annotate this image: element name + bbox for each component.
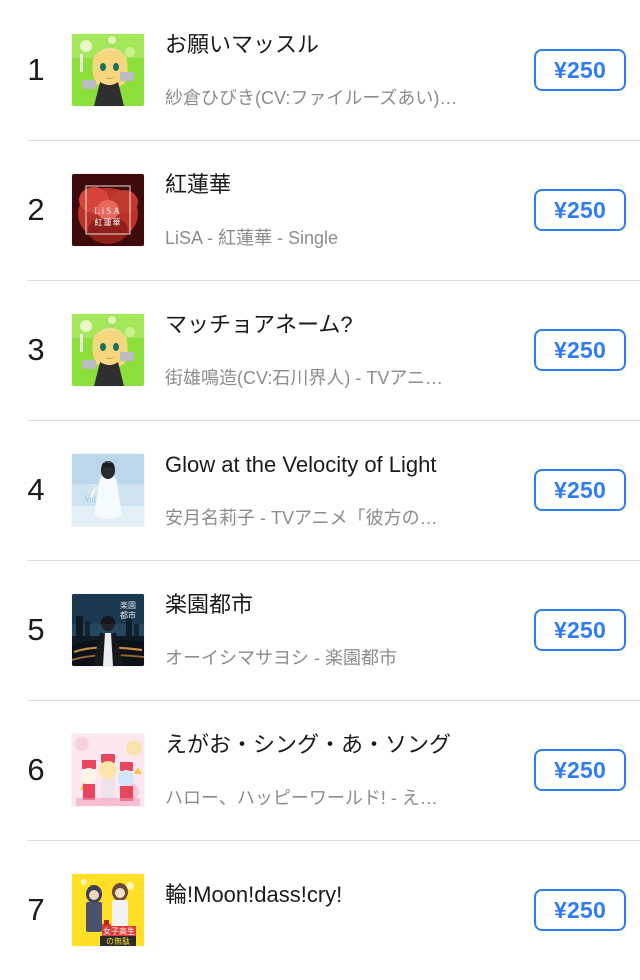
price-cell: ¥250 (520, 889, 640, 931)
track-subtitle: 安月名莉子 - TVアニメ「彼方の… (165, 507, 438, 528)
track-meta: 紅蓮華 LiSA - 紅蓮華 - Single (144, 172, 520, 249)
price-cell: ¥250 (520, 749, 640, 791)
artwork-egao-sing-a-song[interactable] (72, 734, 144, 806)
track-meta: お願いマッスル 紗倉ひびき(CV:ファイルーズあい)… (144, 32, 520, 109)
track-meta: 輪!Moon!dass!cry! (144, 882, 520, 938)
buy-price-button[interactable]: ¥250 (534, 469, 626, 511)
rank-number: 6 (27, 751, 45, 787)
svg-text:Vel: Vel (84, 494, 96, 504)
track-meta: えがお・シング・あ・ソング ハロー、ハッピーワールド! - え… (144, 732, 520, 809)
svg-text:都市: 都市 (120, 610, 136, 620)
chart-row[interactable]: 4 GLOW Vel Glow at the Velocity of Light… (0, 420, 640, 560)
svg-text:紅蓮華: 紅蓮華 (95, 217, 122, 227)
buy-price-button[interactable]: ¥250 (534, 49, 626, 91)
rank-number: 5 (27, 611, 45, 647)
rank-number: 7 (27, 891, 45, 927)
chart-row[interactable]: 2 LiSA 紅蓮華 紅蓮華 LiSA - 紅蓮華 - Single ¥250 (0, 140, 640, 280)
track-subtitle: オーイシマサヨシ - 楽園都市 (165, 647, 397, 668)
chart-row[interactable]: 5 楽園 都市 楽園都市 オーイシ (0, 560, 640, 700)
svg-text:LiSA: LiSA (94, 206, 122, 216)
rank-number: 3 (27, 331, 45, 367)
track-meta: マッチョアネーム? 街雄鳴造(CV:石川界人) - TVアニ… (144, 312, 520, 389)
price-cell: ¥250 (520, 329, 640, 371)
chart-row[interactable]: 7 女子高生 (0, 840, 640, 980)
track-subtitle: 紗倉ひびき(CV:ファイルーズあい)… (165, 87, 458, 108)
buy-price-button[interactable]: ¥250 (534, 749, 626, 791)
price-cell: ¥250 (520, 189, 640, 231)
chart-row[interactable]: 3 マッチョアネーム? 街雄鳴造(CV:石川界人) - TVアニ… (0, 280, 640, 420)
buy-price-button[interactable]: ¥250 (534, 609, 626, 651)
track-title: Glow at the Velocity of Light (165, 451, 437, 477)
rank-number: 2 (27, 191, 45, 227)
rank-number: 1 (27, 51, 45, 87)
chart-row[interactable]: 1 お願いマッスル 紗倉ひびき(CV:ファイルーズあい)… (0, 0, 640, 140)
track-meta: 楽園都市 オーイシマサヨシ - 楽園都市 (144, 592, 520, 669)
track-title: 紅蓮華 (165, 171, 232, 197)
buy-price-button[interactable]: ¥250 (534, 329, 626, 371)
price-cell: ¥250 (520, 49, 640, 91)
artwork-glow-at-the-velocity-of-light[interactable]: GLOW Vel (72, 454, 144, 526)
track-title: 輪!Moon!dass!cry! (165, 882, 343, 907)
artwork-macho-a-name[interactable] (72, 314, 144, 386)
svg-text:GLOW: GLOW (96, 457, 121, 465)
track-subtitle: LiSA - 紅蓮華 - Single (165, 227, 339, 248)
track-title: マッチョアネーム? (165, 311, 353, 337)
chart-row[interactable]: 6 (0, 700, 640, 840)
svg-text:の無駄: の無駄 (106, 936, 130, 946)
artwork-gurenge[interactable]: LiSA 紅蓮華 (72, 174, 144, 246)
track-meta: Glow at the Velocity of Light 安月名莉子 - TV… (144, 452, 520, 529)
svg-text:楽園: 楽園 (120, 600, 136, 610)
artwork-wa-moon-dass-cry[interactable]: 女子高生 の無駄 (72, 874, 144, 946)
svg-text:女子高生: 女子高生 (103, 926, 135, 936)
rank-number: 4 (27, 471, 45, 507)
price-cell: ¥250 (520, 609, 640, 651)
track-subtitle: ハロー、ハッピーワールド! - え… (165, 787, 438, 808)
buy-price-button[interactable]: ¥250 (534, 189, 626, 231)
track-subtitle: 街雄鳴造(CV:石川界人) - TVアニ… (165, 367, 443, 388)
buy-price-button[interactable]: ¥250 (534, 889, 626, 931)
track-title: えがお・シング・あ・ソング (165, 731, 452, 757)
price-cell: ¥250 (520, 469, 640, 511)
track-title: お願いマッスル (165, 31, 320, 57)
artwork-rakuen-toshi[interactable]: 楽園 都市 (72, 594, 144, 666)
artwork-onegai-muscle[interactable] (72, 34, 144, 106)
track-title: 楽園都市 (165, 591, 254, 617)
